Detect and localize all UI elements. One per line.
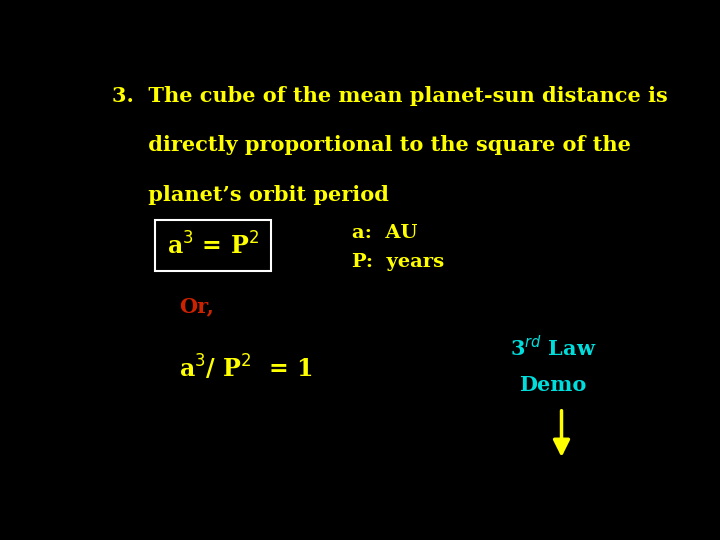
Text: Demo: Demo bbox=[519, 375, 587, 395]
Text: directly proportional to the square of the: directly proportional to the square of t… bbox=[112, 136, 631, 156]
Text: planet’s orbit period: planet’s orbit period bbox=[112, 185, 390, 205]
Text: a$^{3}$/ P$^{2}$  = 1: a$^{3}$/ P$^{2}$ = 1 bbox=[179, 354, 312, 383]
Text: 3.  The cube of the mean planet-sun distance is: 3. The cube of the mean planet-sun dista… bbox=[112, 85, 668, 106]
Text: Or,: Or, bbox=[179, 296, 214, 316]
Text: a:  AU: a: AU bbox=[352, 224, 418, 242]
Text: a$^{3}$ = P$^{2}$: a$^{3}$ = P$^{2}$ bbox=[167, 232, 258, 259]
Text: P:  years: P: years bbox=[352, 253, 444, 271]
Text: 3$^{rd}$ Law: 3$^{rd}$ Law bbox=[510, 335, 596, 360]
